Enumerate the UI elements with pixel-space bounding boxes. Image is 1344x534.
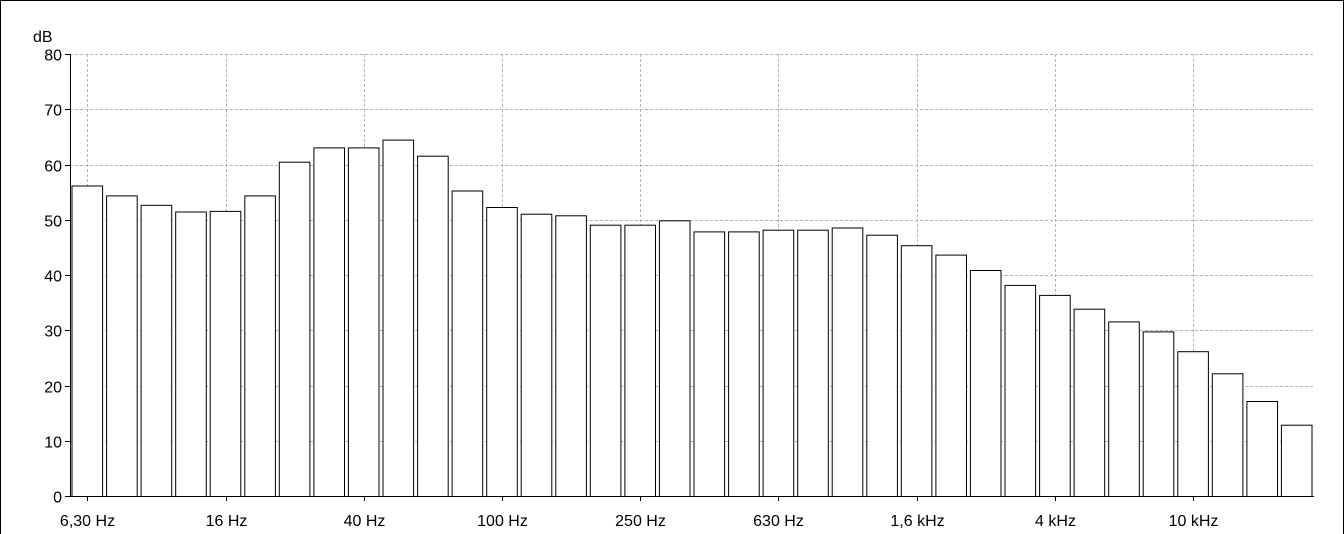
y-tick-label: 20 xyxy=(44,380,62,397)
bar xyxy=(1004,284,1037,497)
bars xyxy=(71,139,1313,498)
bar xyxy=(244,195,276,497)
bar xyxy=(313,147,345,497)
bar xyxy=(693,231,726,497)
y-tick-labels: 0 10 20 30 40 50 60 70 80 xyxy=(44,48,62,507)
bar xyxy=(1142,331,1175,497)
bar xyxy=(1280,424,1313,498)
bar xyxy=(417,155,449,497)
bar xyxy=(1039,294,1071,497)
bar xyxy=(1177,351,1209,498)
bar xyxy=(624,224,657,497)
y-tick-label: 10 xyxy=(44,435,62,452)
y-tick-label: 60 xyxy=(44,159,62,176)
bar xyxy=(866,234,898,497)
y-tick-label: 40 xyxy=(44,269,62,286)
x-tick-labels: 6,30 Hz 16 Hz 40 Hz 100 Hz 250 Hz 630 Hz 1,6 k… xyxy=(60,513,1218,530)
y-tick-label: 80 xyxy=(44,48,62,65)
bar xyxy=(969,270,1002,497)
x-tick-label: 1,6 kHz xyxy=(890,513,944,530)
y-tick-label: 30 xyxy=(44,324,62,341)
bar xyxy=(831,227,864,497)
bar xyxy=(175,211,207,497)
y-axis-label: dB xyxy=(33,29,53,46)
y-tick-label: 50 xyxy=(44,214,62,231)
x-tick-label: 250 Hz xyxy=(615,513,666,530)
bar xyxy=(71,185,104,497)
x-tick-label: 4 kHz xyxy=(1035,513,1076,530)
bar xyxy=(900,245,933,497)
bar xyxy=(278,161,311,497)
bar xyxy=(382,139,415,497)
bar xyxy=(762,229,795,497)
bar xyxy=(797,229,829,497)
bar xyxy=(347,147,380,497)
x-tick-label: 6,30 Hz xyxy=(60,513,115,530)
bar xyxy=(140,204,173,498)
bar xyxy=(1073,308,1106,498)
axes: dB xyxy=(33,29,1314,501)
bar xyxy=(1108,321,1140,497)
bar xyxy=(728,231,760,497)
bar xyxy=(209,210,242,497)
bar xyxy=(520,213,553,497)
bar xyxy=(486,207,518,497)
bar xyxy=(1211,373,1244,497)
x-tick-label: 630 Hz xyxy=(753,513,804,530)
x-tick-label: 40 Hz xyxy=(344,513,386,530)
x-tick-label: 100 Hz xyxy=(477,513,528,530)
bar xyxy=(658,220,691,498)
bar xyxy=(935,254,968,497)
y-tick-label: 70 xyxy=(44,103,62,120)
bar xyxy=(106,195,138,497)
bar xyxy=(555,215,587,498)
bar xyxy=(589,224,622,497)
x-tick-label: 16 Hz xyxy=(206,513,248,530)
x-tick-label: 10 kHz xyxy=(1169,513,1219,530)
y-tick-label: 0 xyxy=(53,490,62,507)
bar xyxy=(1246,401,1279,497)
bar xyxy=(451,190,484,497)
